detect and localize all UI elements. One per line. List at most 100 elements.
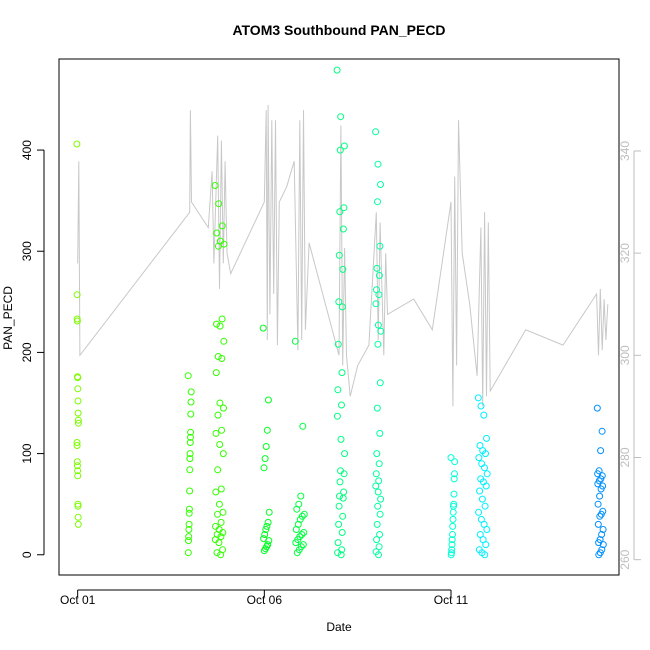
data-point (338, 369, 346, 377)
data-point (374, 160, 382, 168)
data-point (73, 317, 81, 325)
data-point (216, 441, 224, 448)
data-point (74, 520, 82, 528)
data-point (481, 502, 489, 510)
data-point (186, 439, 194, 446)
data-point (184, 372, 192, 380)
data-point (474, 394, 482, 402)
data-point (214, 411, 222, 419)
data-point (187, 398, 195, 406)
data-point (213, 229, 221, 237)
data-point (450, 475, 458, 483)
data-point (597, 447, 605, 455)
data-point (594, 500, 602, 508)
data-point (220, 337, 228, 345)
data-point (481, 551, 489, 559)
data-point (333, 66, 341, 74)
data-point (376, 510, 384, 518)
y2-tick-label: 300 (618, 345, 632, 365)
data-point (447, 551, 455, 559)
data-point (213, 320, 220, 328)
data-point (335, 251, 343, 259)
data-point (297, 492, 305, 500)
x-axis-label: Date (326, 620, 352, 634)
data-point (184, 549, 192, 557)
data-point (594, 470, 602, 478)
data-point (448, 546, 456, 554)
data-point (260, 464, 268, 472)
data-point (215, 200, 223, 208)
data-point (300, 529, 308, 536)
data-point (74, 397, 82, 405)
data-point (374, 198, 381, 206)
data-point (73, 140, 81, 148)
data-point (214, 510, 221, 518)
data-point (341, 450, 349, 458)
data-point (376, 429, 384, 437)
data-point (373, 520, 381, 528)
data-point (478, 495, 486, 503)
data-point (263, 522, 271, 530)
data-point (74, 513, 82, 521)
data-point (185, 505, 193, 513)
data-point (291, 337, 299, 345)
data-point (340, 470, 348, 478)
data-point (596, 492, 604, 500)
data-point (596, 512, 604, 520)
data-point (213, 549, 221, 557)
data-point (333, 412, 341, 420)
axes-layer: 0 100 200 300 400 260 280 300 320 340 Oct 01 Oct 06… (20, 140, 641, 607)
data-point (336, 478, 344, 486)
data-point (186, 450, 194, 458)
data-point (336, 146, 344, 154)
data-point (218, 315, 226, 323)
data-point (376, 531, 384, 538)
data-point (217, 485, 225, 493)
data-point (187, 410, 195, 418)
data-point (265, 537, 273, 545)
data-point (377, 495, 385, 503)
data-point (598, 531, 606, 538)
data-point (451, 458, 459, 466)
data-point (372, 482, 380, 490)
data-point (475, 508, 483, 516)
data-point (217, 518, 225, 526)
data-point (373, 404, 381, 412)
data-point (185, 537, 192, 545)
data-point (483, 526, 491, 533)
data-point (73, 439, 81, 446)
data-point (259, 324, 267, 332)
data-point (337, 435, 345, 443)
data-point (339, 225, 347, 233)
data-point (338, 529, 346, 536)
data-point (375, 551, 382, 559)
data-point (335, 520, 343, 528)
data-point (593, 404, 601, 412)
data-point (376, 242, 384, 250)
data-point (293, 505, 301, 513)
secondary-line-layer (77, 104, 609, 407)
data-point (185, 520, 193, 528)
data-point (596, 549, 604, 557)
data-point (481, 464, 488, 472)
data-point (374, 502, 382, 510)
data-point (214, 353, 222, 360)
data-point (185, 526, 193, 533)
data-point (451, 470, 458, 478)
data-point (219, 450, 227, 458)
data-point (597, 485, 605, 493)
data-point (263, 426, 271, 434)
data-point (595, 551, 603, 559)
data-point (373, 450, 381, 458)
data-point (215, 539, 223, 547)
x-tick-label: Oct 06 (247, 593, 283, 607)
data-point (475, 454, 483, 462)
data-point (375, 272, 383, 279)
data-point (212, 369, 220, 377)
data-point (372, 300, 380, 308)
data-point (482, 450, 489, 458)
data-point (73, 458, 81, 466)
x-tick-label: Oct 11 (434, 593, 469, 607)
data-point (375, 543, 383, 551)
data-point (292, 539, 300, 547)
